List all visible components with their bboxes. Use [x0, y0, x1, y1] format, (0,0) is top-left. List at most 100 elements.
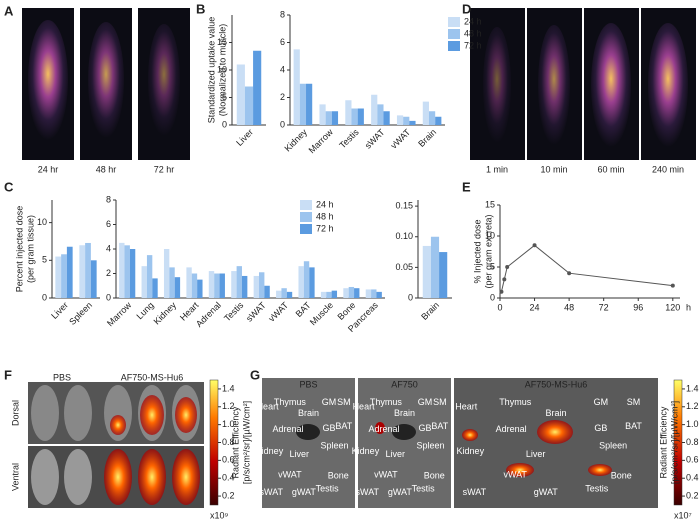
colorbar-tick-label: 0.8: [222, 437, 235, 447]
y-tick-label: 10: [485, 230, 495, 240]
y-tick-label: 0: [490, 292, 495, 302]
x-tick-label: 48: [564, 302, 574, 312]
x-tick-label: BAT: [294, 300, 313, 319]
y-axis-label: (per gram excreta): [483, 214, 493, 288]
bar: [422, 245, 431, 298]
legend-label: 24 h: [316, 199, 334, 209]
panel-letter: D: [462, 1, 471, 16]
column-label: AF750: [391, 379, 418, 389]
panel-letter: E: [462, 179, 471, 194]
bar: [357, 108, 364, 125]
panel-letter: G: [250, 367, 260, 382]
x-unit: h: [686, 302, 691, 312]
bar: [293, 49, 300, 125]
x-tick-label: Marrow: [307, 127, 336, 156]
x-tick-label: Brain: [419, 300, 441, 322]
legend-label: 48 h: [464, 28, 482, 38]
x-tick-label: Spleen: [67, 300, 94, 327]
bar: [306, 83, 313, 125]
bar: [371, 289, 377, 298]
bar: [303, 261, 310, 298]
bar: [55, 256, 62, 298]
y-tick-label: 2: [280, 92, 285, 102]
x-tick-label: vWAT: [389, 127, 413, 151]
panel-letter: C: [4, 179, 14, 194]
y-axis-label: Standardized uptake value: [206, 17, 216, 124]
point: [502, 277, 507, 282]
bar: [259, 272, 265, 298]
bar: [345, 100, 352, 125]
bar: [286, 291, 293, 298]
y-tick-label: 6: [280, 37, 285, 47]
organ-label: Bone: [424, 471, 445, 481]
image-label: 24 hr: [38, 164, 59, 174]
panel-g-images: [262, 378, 683, 508]
colorbar-tick-label: 0.8: [686, 437, 699, 447]
panel-letter: A: [4, 3, 14, 18]
bar: [119, 242, 125, 298]
bar: [299, 83, 307, 125]
y-tick-label: 0.05: [395, 262, 413, 272]
organ-label: GM: [594, 397, 609, 407]
colorbar-tick-label: 0.6: [222, 455, 235, 465]
bar: [326, 291, 332, 298]
organ-label: BAT: [335, 421, 352, 431]
bar: [61, 254, 67, 298]
y-axis-label: (Normalized to muscle): [217, 24, 227, 117]
organ-label: Spleen: [417, 440, 445, 450]
x-tick-label: Muscle: [308, 300, 335, 327]
image-label: 60 min: [597, 164, 624, 174]
point: [499, 289, 504, 294]
colorbar-units: [p/s/cm²/sr]/[µW/cm²]: [669, 401, 679, 484]
panel-a-images: [22, 8, 190, 160]
image-label: 10 min: [540, 164, 567, 174]
bar: [435, 116, 442, 125]
organ-label: Bone: [611, 471, 632, 481]
y-tick-label: 5: [490, 261, 495, 271]
y-tick-label: 10: [217, 64, 227, 74]
bar: [403, 116, 410, 125]
y-tick-label: 15: [485, 199, 495, 209]
legend-label: 24 h: [464, 16, 482, 26]
organ-label: Spleen: [321, 440, 349, 450]
organ-label: Brain: [545, 408, 566, 418]
organ-label: Liver: [289, 449, 309, 459]
organ-label: Heart: [455, 401, 478, 411]
bar: [191, 273, 198, 298]
bar: [214, 273, 220, 298]
bar: [169, 267, 175, 298]
organ-label: SM: [433, 397, 447, 407]
image-label: 240 min: [652, 164, 684, 174]
organ-label: Adrenal: [496, 424, 527, 434]
organ-label: Adrenal: [273, 424, 304, 434]
bar: [422, 101, 429, 125]
bar: [253, 50, 262, 125]
x-tick-label: Testis: [337, 127, 361, 151]
colorbar-tick-label: 1.0: [686, 419, 699, 429]
y-tick-label: 4: [106, 243, 111, 253]
organ-label: SM: [337, 397, 351, 407]
bar: [124, 245, 130, 298]
x-tick-label: 120: [665, 302, 680, 312]
organ-label: gWAT: [534, 487, 559, 497]
colorbar-title: Radiant Efficiency: [230, 406, 240, 478]
y-tick-label: 0: [408, 292, 413, 302]
x-tick-label: 0: [497, 302, 502, 312]
x-tick-label: sWAT: [363, 127, 387, 151]
panel-letter: B: [196, 1, 205, 16]
organ-label: sWAT: [356, 487, 380, 497]
row-label: Dorsal: [10, 400, 20, 426]
bar: [208, 271, 215, 298]
x-tick-label: Brain: [416, 127, 438, 149]
column-label: AF750-MS-Hu6: [121, 372, 184, 382]
y-tick-label: 0: [106, 292, 111, 302]
x-tick-label: Testis: [222, 300, 246, 324]
bar: [365, 289, 372, 298]
organ-label: SM: [627, 397, 641, 407]
colorbar-multiplier: x10⁹: [210, 510, 229, 520]
colorbar-tick-label: 0.6: [686, 455, 699, 465]
y-tick-label: 8: [106, 194, 111, 204]
bar: [152, 278, 158, 298]
organ-label: Kidney: [457, 446, 485, 456]
